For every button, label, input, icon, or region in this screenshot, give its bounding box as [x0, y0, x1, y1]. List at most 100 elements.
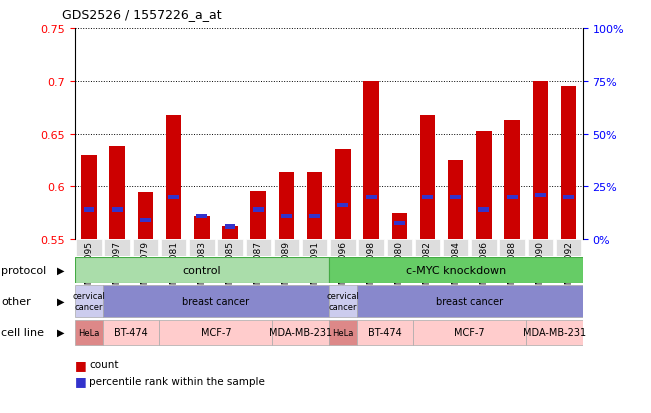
Text: BT-474: BT-474: [368, 328, 402, 337]
Text: GSM136080: GSM136080: [395, 240, 404, 295]
FancyBboxPatch shape: [75, 320, 103, 345]
Text: GSM136081: GSM136081: [169, 240, 178, 295]
FancyBboxPatch shape: [443, 240, 469, 256]
Text: MCF-7: MCF-7: [454, 328, 485, 337]
Text: HeLa: HeLa: [78, 328, 100, 337]
Bar: [222, 227, 238, 240]
Bar: [505, 121, 520, 240]
FancyBboxPatch shape: [357, 320, 413, 345]
Bar: [394, 222, 405, 226]
FancyBboxPatch shape: [273, 240, 299, 256]
Text: GSM136084: GSM136084: [451, 240, 460, 295]
Text: count: count: [89, 359, 118, 369]
FancyBboxPatch shape: [527, 240, 553, 256]
Text: cervical
cancer: cervical cancer: [326, 292, 359, 311]
FancyBboxPatch shape: [329, 258, 583, 283]
Text: GSM136088: GSM136088: [508, 240, 517, 295]
Bar: [422, 195, 433, 199]
Bar: [168, 195, 179, 199]
Text: control: control: [182, 265, 221, 275]
FancyBboxPatch shape: [359, 240, 384, 256]
Text: GSM136090: GSM136090: [536, 240, 545, 295]
Bar: [279, 172, 294, 240]
Text: percentile rank within the sample: percentile rank within the sample: [89, 376, 265, 386]
Bar: [194, 216, 210, 240]
Text: GSM136085: GSM136085: [225, 240, 234, 295]
Text: GSM136097: GSM136097: [113, 240, 122, 295]
FancyBboxPatch shape: [329, 285, 357, 317]
Text: GSM136079: GSM136079: [141, 240, 150, 295]
Text: MDA-MB-231: MDA-MB-231: [523, 328, 586, 337]
FancyBboxPatch shape: [133, 240, 158, 256]
FancyBboxPatch shape: [75, 258, 329, 283]
Text: HeLa: HeLa: [332, 328, 353, 337]
Bar: [140, 218, 151, 223]
FancyBboxPatch shape: [357, 285, 583, 317]
FancyBboxPatch shape: [103, 320, 159, 345]
Text: BT-474: BT-474: [115, 328, 148, 337]
Text: GSM136091: GSM136091: [310, 240, 319, 295]
Text: GDS2526 / 1557226_a_at: GDS2526 / 1557226_a_at: [62, 8, 221, 21]
FancyBboxPatch shape: [415, 240, 440, 256]
FancyBboxPatch shape: [103, 285, 329, 317]
Text: GSM136096: GSM136096: [339, 240, 348, 295]
Text: ■: ■: [75, 375, 87, 387]
Bar: [506, 195, 518, 199]
Bar: [197, 214, 207, 218]
Bar: [225, 225, 236, 229]
Bar: [337, 204, 348, 208]
Text: ▶: ▶: [57, 265, 65, 275]
Text: other: other: [1, 297, 31, 306]
Bar: [83, 208, 94, 212]
Text: breast cancer: breast cancer: [182, 297, 249, 306]
Text: c-MYC knockdown: c-MYC knockdown: [406, 265, 506, 275]
FancyBboxPatch shape: [75, 285, 103, 317]
FancyBboxPatch shape: [329, 320, 357, 345]
Bar: [391, 213, 407, 240]
Bar: [563, 195, 574, 199]
FancyBboxPatch shape: [302, 240, 327, 256]
Bar: [335, 150, 351, 240]
Bar: [109, 147, 125, 240]
FancyBboxPatch shape: [161, 240, 186, 256]
Text: GSM136095: GSM136095: [85, 240, 94, 295]
FancyBboxPatch shape: [499, 240, 525, 256]
Text: GSM136087: GSM136087: [254, 240, 263, 295]
Text: MCF-7: MCF-7: [201, 328, 231, 337]
Text: cervical
cancer: cervical cancer: [72, 292, 105, 311]
Bar: [309, 214, 320, 218]
FancyBboxPatch shape: [330, 240, 355, 256]
Bar: [166, 115, 182, 240]
Text: MDA-MB-231: MDA-MB-231: [269, 328, 332, 337]
FancyBboxPatch shape: [272, 320, 329, 345]
Bar: [251, 191, 266, 240]
Text: ▶: ▶: [57, 297, 65, 306]
Text: breast cancer: breast cancer: [436, 297, 503, 306]
Text: GSM136082: GSM136082: [423, 240, 432, 295]
FancyBboxPatch shape: [245, 240, 271, 256]
Text: GSM136098: GSM136098: [367, 240, 376, 295]
Bar: [112, 208, 122, 212]
Text: ▶: ▶: [57, 328, 65, 337]
FancyBboxPatch shape: [413, 320, 526, 345]
Bar: [478, 208, 490, 212]
Bar: [561, 87, 576, 240]
Bar: [450, 195, 461, 199]
Bar: [533, 82, 548, 240]
FancyBboxPatch shape: [556, 240, 581, 256]
Text: ■: ■: [75, 358, 87, 371]
FancyBboxPatch shape: [217, 240, 243, 256]
Bar: [253, 208, 264, 212]
Text: GSM136089: GSM136089: [282, 240, 291, 295]
Bar: [137, 192, 153, 240]
Bar: [281, 214, 292, 218]
Bar: [476, 132, 492, 240]
FancyBboxPatch shape: [76, 240, 102, 256]
Bar: [366, 195, 376, 199]
Text: protocol: protocol: [1, 265, 47, 275]
Text: GSM136083: GSM136083: [197, 240, 206, 295]
Bar: [448, 161, 464, 240]
Text: cell line: cell line: [1, 328, 44, 337]
FancyBboxPatch shape: [159, 320, 272, 345]
Text: GSM136092: GSM136092: [564, 240, 573, 295]
